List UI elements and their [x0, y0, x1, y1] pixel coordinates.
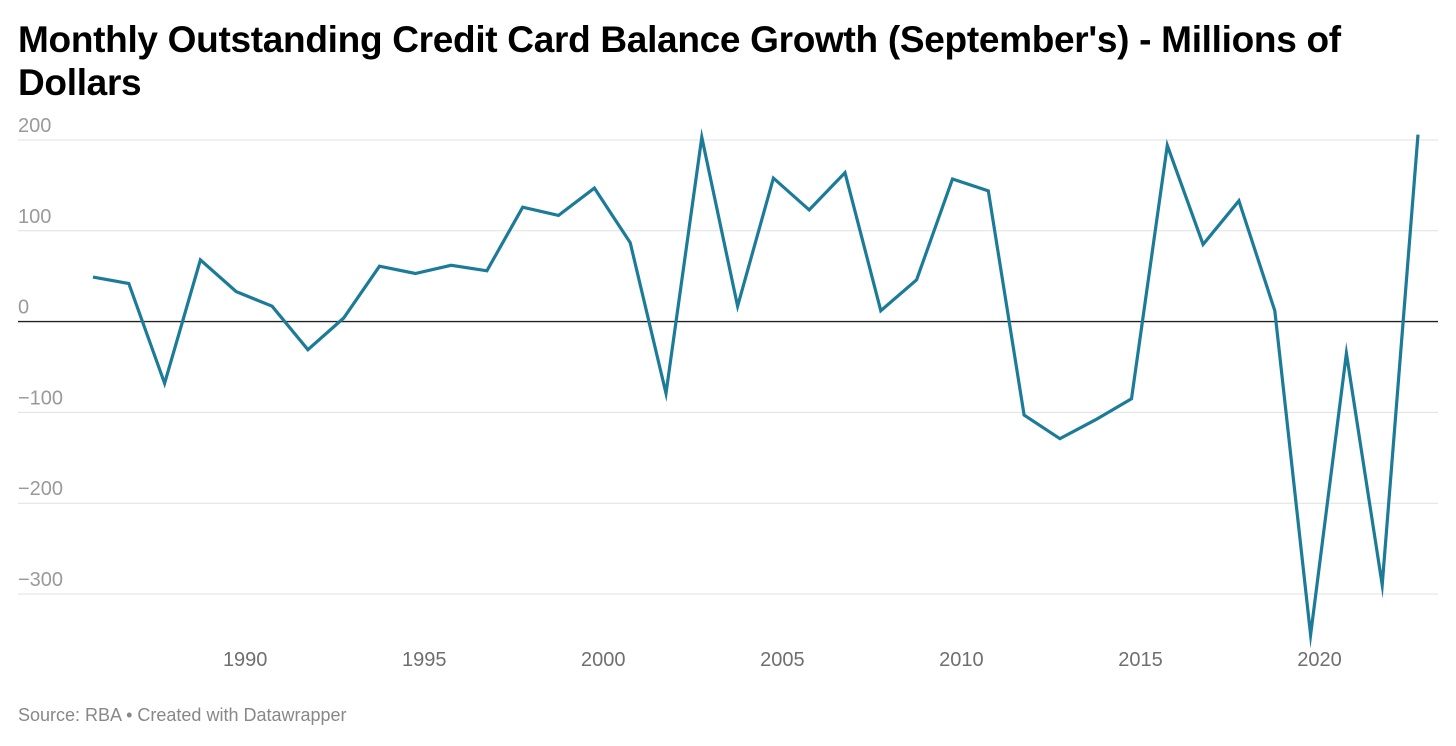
data-point	[414, 272, 417, 275]
line-chart: 200 100 0 −100 −200 −300 1990 1995 2000 2005 2010…	[18, 115, 1438, 671]
data-point	[1237, 199, 1240, 202]
data-point	[450, 264, 453, 267]
data-point	[951, 178, 954, 181]
data-point	[1309, 633, 1312, 636]
data-point	[557, 214, 560, 217]
data-point	[378, 265, 381, 268]
data-point	[1202, 243, 1205, 246]
data-point	[271, 305, 274, 308]
data-point	[1023, 414, 1026, 417]
data-point	[664, 392, 667, 395]
y-tick-label: −200	[18, 478, 63, 500]
data-point	[1058, 437, 1061, 440]
x-tick-label: 2010	[939, 649, 984, 671]
y-tick-label: −100	[18, 387, 63, 409]
data-point	[1345, 352, 1348, 355]
x-tick-label: 1990	[223, 649, 268, 671]
data-point	[736, 305, 739, 308]
data-point	[700, 136, 703, 139]
chart-footer: Source: RBA • Created with Datawrapper	[18, 705, 347, 726]
x-tick-label: 2020	[1297, 649, 1342, 671]
data-point	[235, 290, 238, 293]
x-tick-label: 1995	[402, 649, 447, 671]
data-point	[879, 309, 882, 312]
gridlines	[18, 139, 1438, 595]
data-point	[1273, 309, 1276, 312]
data-point	[163, 382, 166, 385]
data-point	[808, 208, 811, 211]
data-point	[1130, 397, 1133, 400]
y-tick-label: 200	[18, 115, 51, 137]
data-point	[987, 189, 990, 192]
data-point	[1417, 133, 1420, 136]
y-tick-label: 100	[18, 206, 51, 228]
credit-text: Created with Datawrapper	[137, 705, 347, 725]
data-point	[844, 171, 847, 174]
y-tick-label: −300	[18, 569, 63, 591]
source-text: Source: RBA	[18, 705, 122, 725]
data-point	[92, 276, 95, 279]
data-point	[772, 177, 775, 180]
x-tick-label: 2015	[1118, 649, 1163, 671]
x-tick-label: 2000	[581, 649, 626, 671]
data-point	[915, 278, 918, 281]
data-point	[1166, 144, 1169, 147]
series-line	[92, 128, 1420, 649]
x-tick-label: 2005	[760, 649, 805, 671]
chart-title: Monthly Outstanding Credit Card Balance …	[18, 19, 1341, 103]
data-point	[342, 316, 345, 319]
data-point	[521, 206, 524, 209]
x-axis-ticks: 1990 1995 2000 2005 2010 2015 2020	[223, 649, 1342, 671]
data-point	[1094, 418, 1097, 421]
data-point	[485, 269, 488, 272]
data-point	[1381, 583, 1384, 586]
footer-separator: •	[126, 705, 133, 725]
data-point	[593, 187, 596, 190]
y-tick-label: 0	[18, 297, 29, 319]
data-point	[127, 282, 130, 285]
data-point	[306, 348, 309, 351]
series	[92, 128, 1420, 649]
y-axis-ticks: 200 100 0 −100 −200 −300	[18, 115, 63, 591]
data-point	[629, 241, 632, 244]
data-point	[199, 258, 202, 261]
